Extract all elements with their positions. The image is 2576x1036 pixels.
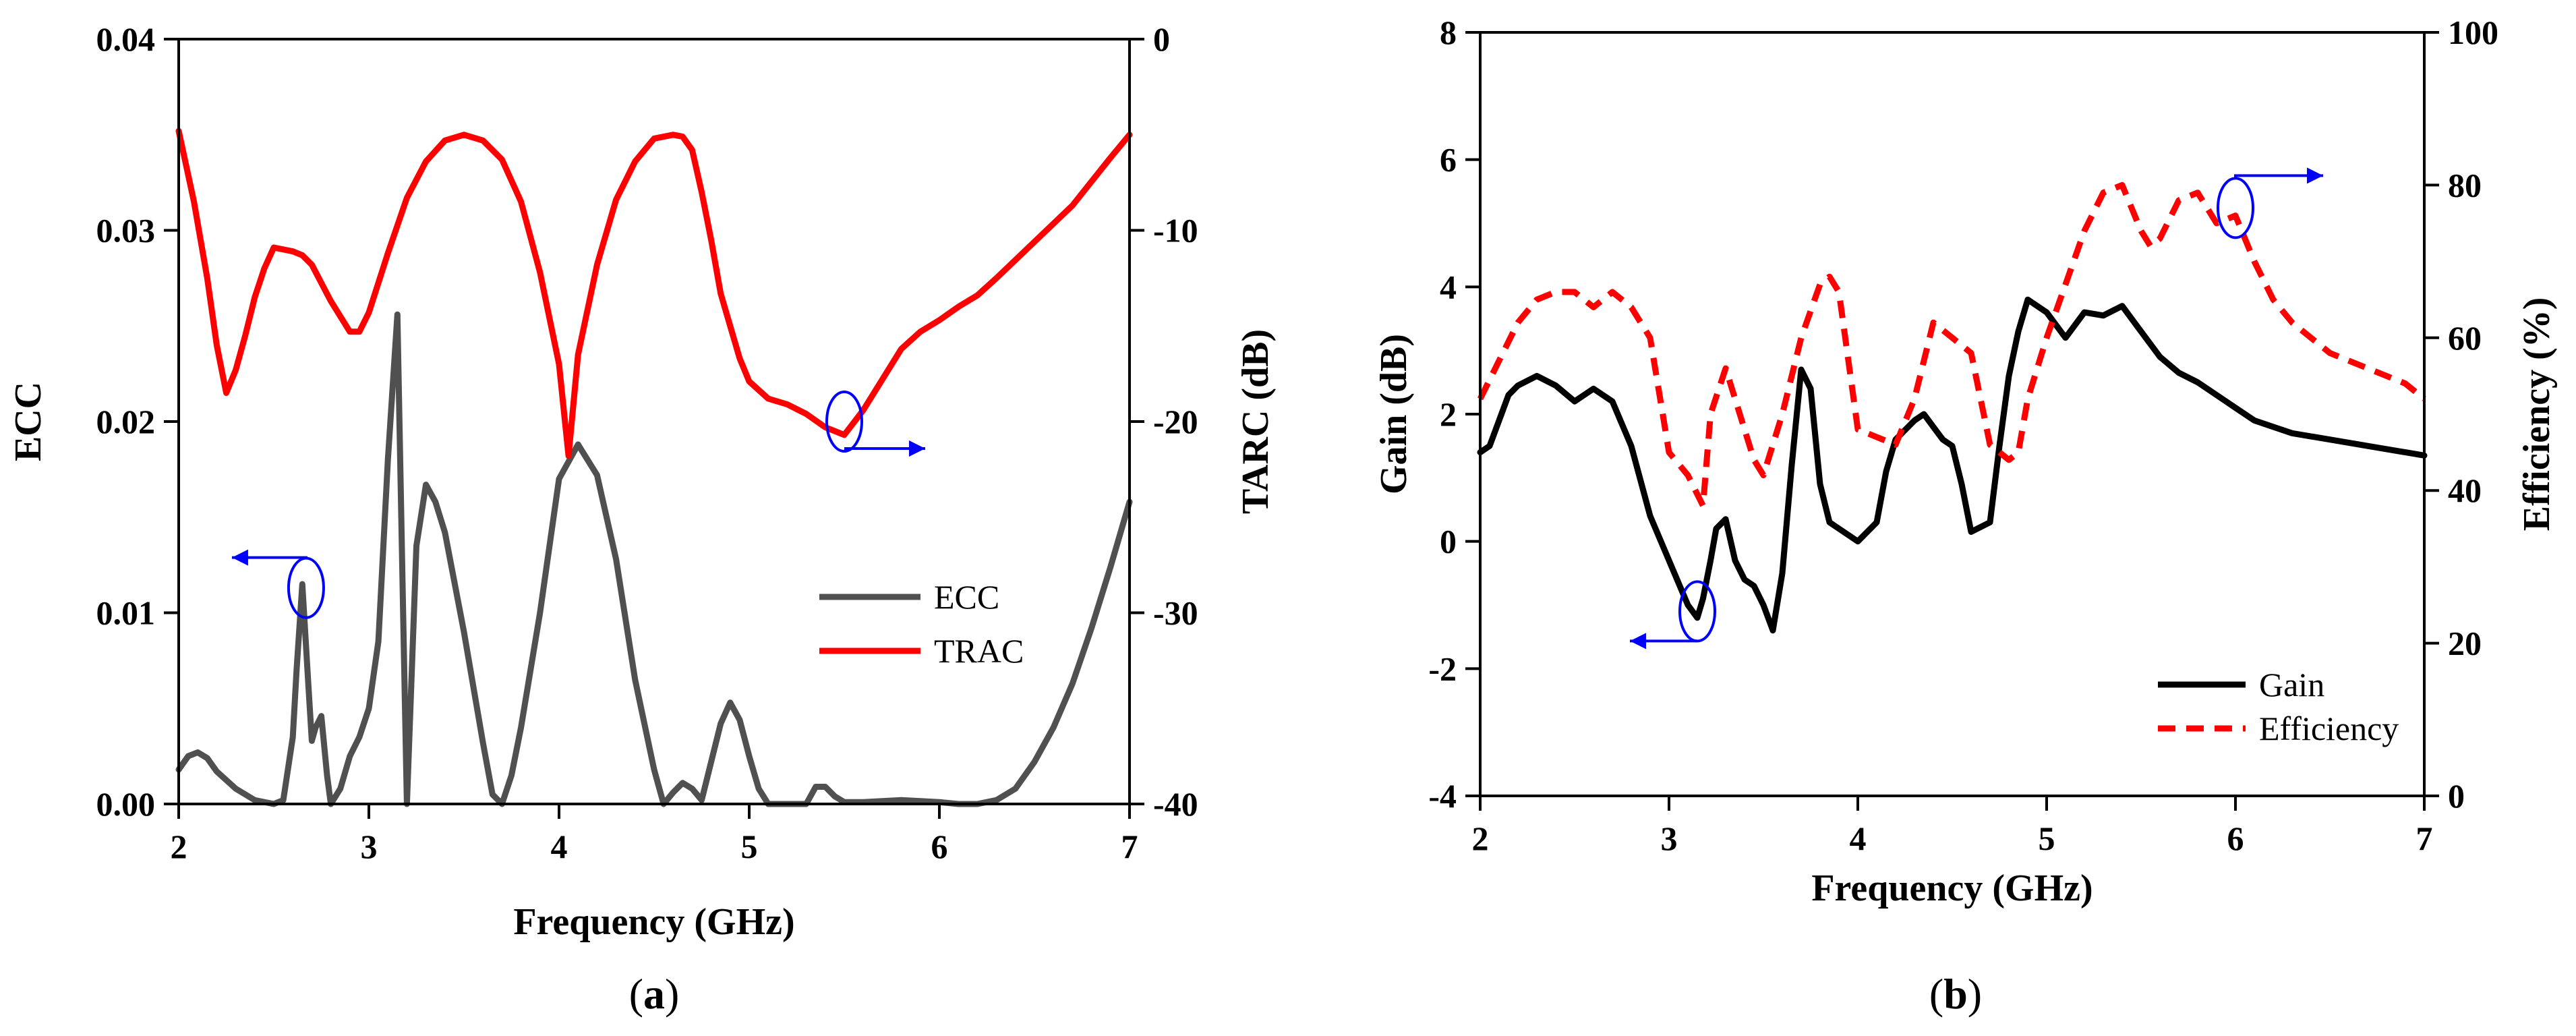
x-tick-label: 5 [2039,819,2055,857]
x-tick-label: 6 [931,828,948,865]
y-tick-label: 0.02 [96,403,156,440]
panel-a-y-axis-title: ECC [7,382,49,461]
series-line-efficiency [1477,181,2426,509]
x-tick-label: 3 [361,828,378,865]
series-line-ecc [175,311,1133,807]
legend-label-trac: TRAC [934,632,1024,670]
y2-tick-label: 0 [1153,20,1170,58]
x-tick-label: 4 [1850,819,1867,857]
y-tick-label: 0.03 [96,212,156,250]
y2-tick-label: 0 [2448,777,2465,815]
y2-tick-label: -40 [1153,785,1198,823]
x-tick-label: 4 [551,828,568,865]
panel-b-y2-axis-title: Efficiency (%) [2516,297,2558,531]
panel-a-x-axis-title: Frequency (GHz) [513,901,794,943]
x-tick-label: 7 [2416,819,2433,857]
series-line-trac [175,127,1133,459]
y-tick-label: 0 [1440,523,1457,560]
y-tick-label: -4 [1428,777,1457,815]
panel-a-legend: ECC TRAC [819,578,1024,670]
panel-b-legend: Gain Efficiency [2158,666,2399,747]
legend-label-gain: Gain [2259,666,2324,703]
panel-b-y-axis-title: Gain (dB) [1373,334,1415,494]
y2-tick-label: -30 [1153,594,1198,632]
y-tick-label: 2 [1440,395,1457,433]
y2-tick-label: 20 [2448,625,2482,662]
panel-a-chart: 2 3 4 5 6 70.000.010.020.030.04-40-30-20-100 … [7,20,1277,1018]
y-tick-label: 0.04 [96,20,156,58]
y2-tick-label: 100 [2448,13,2498,51]
annotation-arrow-right [2234,167,2323,184]
y-tick-label: 4 [1440,268,1457,306]
legend-label-efficiency: Efficiency [2259,710,2399,747]
y2-tick-label: -10 [1153,212,1198,250]
y-tick-label: 8 [1440,13,1457,51]
x-tick-label: 6 [2227,819,2244,857]
y2-tick-label: 80 [2448,166,2482,204]
y-tick-label: 0.00 [96,785,156,823]
y2-tick-label: 40 [2448,471,2482,509]
y2-tick-label: 60 [2448,319,2482,357]
y2-tick-label: -20 [1153,403,1198,440]
x-tick-label: 3 [1661,819,1678,857]
legend-label-ecc: ECC [934,578,999,616]
series-line-gain [1477,296,2428,634]
y-tick-label: 6 [1440,141,1457,179]
x-tick-label: 5 [741,828,758,865]
panel-a-label: (a) [629,970,680,1018]
x-tick-label: 7 [1121,828,1138,865]
panel-a-plot-frame [177,38,1131,805]
annotation-ellipse [825,391,863,453]
panel-b-x-axis-title: Frequency (GHz) [1811,867,2092,909]
x-tick-label: 2 [171,828,187,865]
annotation-ellipse [2217,177,2254,239]
x-tick-label: 2 [1472,819,1489,857]
y-tick-label: 0.01 [96,594,156,632]
panel-b-label: (b) [1929,970,1982,1018]
panel-a-y2-axis-title: TARC (dB) [1235,329,1277,514]
y-tick-label: -2 [1428,650,1457,687]
